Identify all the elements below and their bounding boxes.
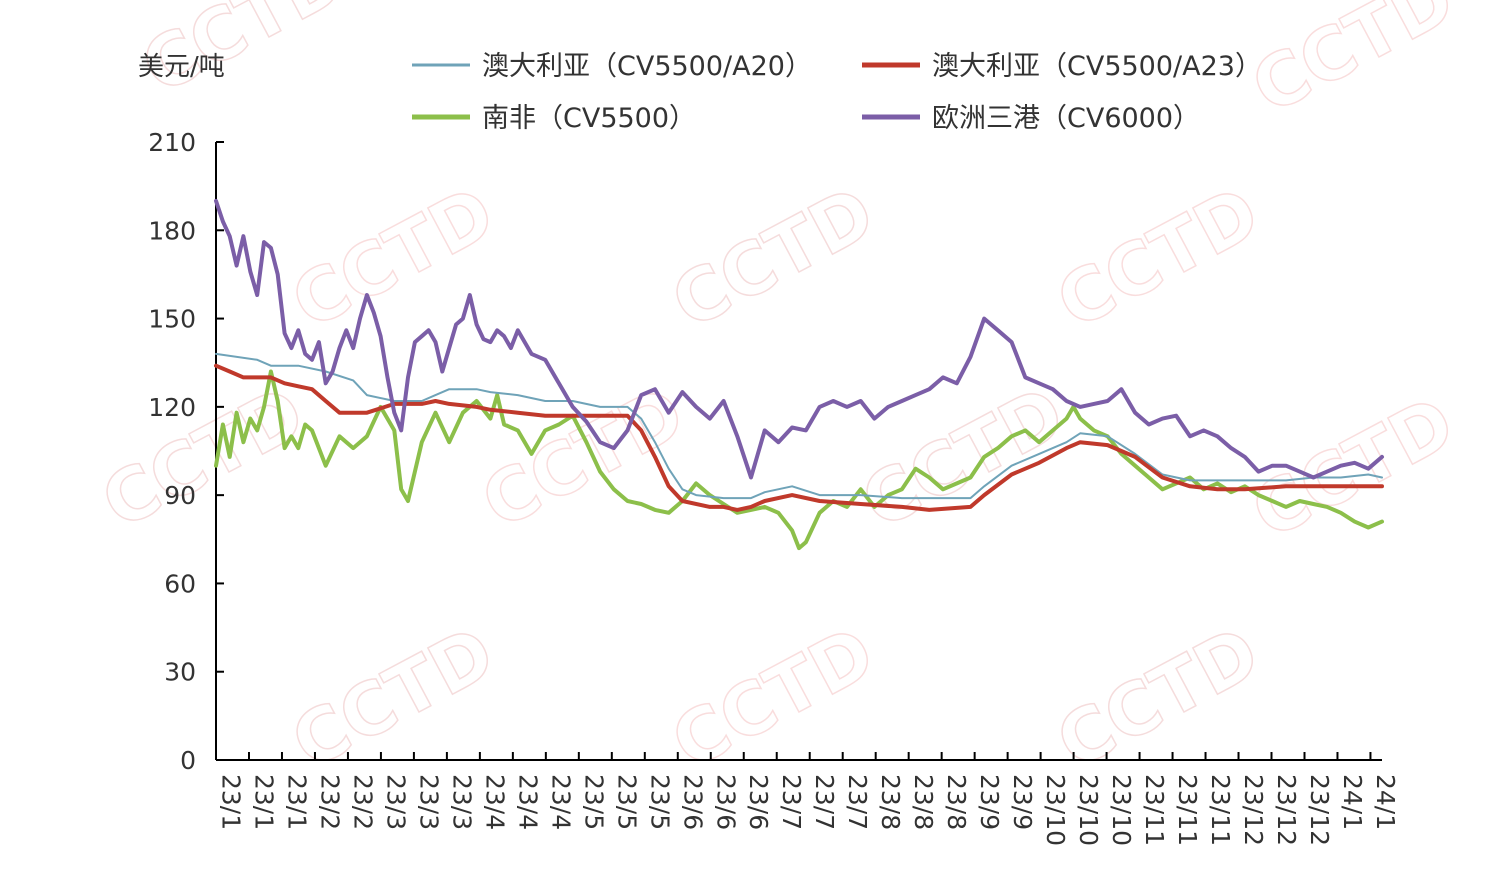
x-tick-label: 23/1 (216, 774, 245, 830)
x-tick-label: 23/12 (1239, 774, 1268, 846)
legend-label: 欧洲三港（CV6000） (932, 103, 1200, 134)
x-tick-label: 23/6 (678, 774, 707, 830)
series-line-2 (214, 369, 1384, 551)
legend-label: 澳大利亚（CV5500/A23） (932, 51, 1262, 82)
x-tick-label: 23/12 (1305, 774, 1334, 846)
watermark-text: CCTD (1239, 0, 1468, 130)
legend: 澳大利亚（CV5500/A20） 澳大利亚（CV5500/A23） 南非（CV550… (412, 51, 1262, 134)
y-axis: 0 30 60 90 120 150 180 210 (148, 128, 224, 775)
watermark-text: CCTD (659, 170, 888, 345)
x-tick-label: 23/8 (942, 774, 971, 830)
x-tick-label: 23/7 (843, 774, 872, 830)
x-tick-label: 23/10 (1074, 774, 1103, 846)
watermark-text: CCTD (659, 610, 888, 785)
x-tick-label: 23/12 (1272, 774, 1301, 846)
x-tick-label: 23/7 (810, 774, 839, 830)
y-tick-label: 90 (164, 481, 196, 510)
y-tick-label: 180 (148, 216, 196, 245)
watermark-text: CCTD (279, 610, 508, 785)
x-tick-label: 23/1 (249, 774, 278, 830)
x-tick-label: 23/11 (1140, 774, 1169, 846)
x-tick-label: 23/7 (777, 774, 806, 830)
x-tick-label: 23/10 (1107, 774, 1136, 846)
y-tick-label: 0 (180, 746, 196, 775)
x-tick-label: 23/4 (480, 774, 509, 830)
y-tick-label: 210 (148, 128, 196, 157)
x-tick-label: 23/10 (1041, 774, 1070, 846)
series-line-3 (214, 198, 1384, 480)
x-tick-label: 23/5 (612, 774, 641, 830)
watermark-text: CCTD (279, 170, 508, 345)
y-axis-unit-label: 美元/吨 (138, 52, 225, 82)
x-tick-label: 23/6 (711, 774, 740, 830)
watermark-text: CCTD (849, 370, 1078, 545)
x-tick-label: 23/4 (513, 774, 542, 830)
y-tick-label: 60 (164, 569, 196, 598)
y-tick-label: 30 (164, 658, 196, 687)
x-tick-label: 23/6 (744, 774, 773, 830)
x-tick-label: 23/9 (975, 774, 1004, 830)
x-tick-label: 23/8 (909, 774, 938, 830)
x-tick-label: 23/3 (447, 774, 476, 830)
x-tick-label: 23/5 (579, 774, 608, 830)
series-line-1 (214, 363, 1384, 512)
x-tick-label: 23/8 (876, 774, 905, 830)
x-tick-label: 23/9 (1008, 774, 1037, 830)
legend-label: 澳大利亚（CV5500/A20） (482, 51, 812, 82)
x-tick-label: 23/3 (414, 774, 443, 830)
x-tick-label: 23/3 (381, 774, 410, 830)
x-tick-label: 23/1 (282, 774, 311, 830)
y-tick-label: 150 (148, 305, 196, 334)
legend-label: 南非（CV5500） (482, 103, 696, 134)
x-tick-label: 24/1 (1338, 774, 1367, 830)
x-tick-label: 23/4 (546, 774, 575, 830)
x-tick-label: 24/1 (1371, 774, 1400, 830)
x-tick-label: 23/11 (1206, 774, 1235, 846)
x-tick-label: 23/5 (645, 774, 674, 830)
series-lines (214, 198, 1384, 551)
x-tick-label: 23/2 (348, 774, 377, 830)
y-tick-label: 120 (148, 393, 196, 422)
series-line-0 (215, 352, 1383, 500)
x-tick-label: 23/2 (315, 774, 344, 830)
x-tick-label: 23/11 (1173, 774, 1202, 846)
watermark-text: CCTD (1044, 170, 1273, 345)
watermark-text: CCTD (89, 370, 318, 545)
x-axis: 23/1 23/1 23/1 23/2 23/2 23/3 23/3 23/3 23/4 23/4… (215, 752, 1400, 846)
